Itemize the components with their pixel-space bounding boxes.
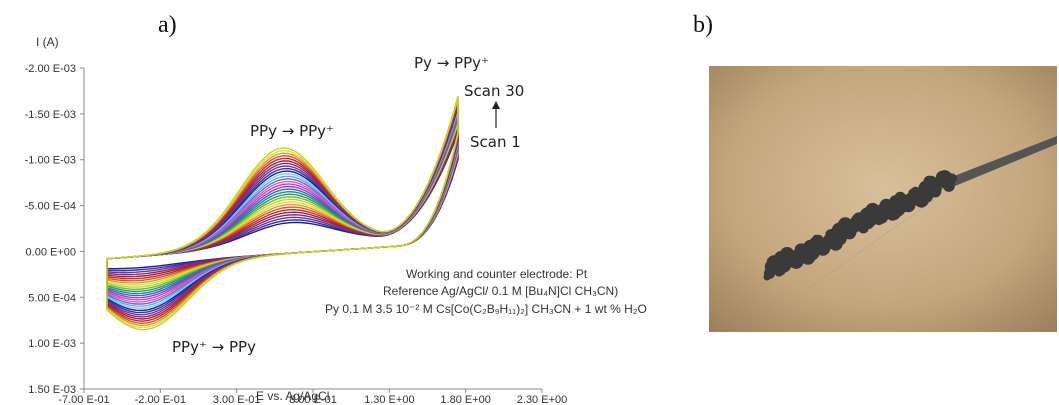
x-tick-label: 2.30 E+00: [517, 394, 567, 405]
scan-curve: [106, 120, 459, 288]
annotation-oxidation-peak: PPy → PPy⁺: [250, 122, 334, 140]
scan-curve: [106, 122, 459, 286]
y-tick-label: 1.50 E-03: [28, 384, 76, 396]
y-tick-label: 5.00 E-04: [28, 292, 76, 304]
annotation-scan-last: Scan 30: [464, 82, 524, 100]
annotation-reduction-peak: PPy⁺ → PPy: [172, 338, 256, 356]
scan-curve: [106, 129, 459, 274]
y-tick-label: 0.00 E+00: [26, 246, 76, 258]
y-tick-label: -5.00 E-04: [25, 201, 76, 213]
polymer-deposit: [763, 170, 957, 281]
electrode-photo: [709, 66, 1057, 332]
x-tick-label: 1.30 E+00: [364, 394, 414, 405]
y-tick-label: -1.50 E-03: [25, 109, 76, 121]
photo-scale-marks: [768, 125, 1040, 317]
chart-ticks: -2.00 E-03 -1.50 E-03 -1.00 E-03 -5.00 E-04…: [25, 63, 568, 405]
x-tick-label: 3.00 E-01: [213, 394, 261, 405]
panel-label-a: a): [158, 12, 177, 38]
scan-curve: [106, 119, 459, 291]
x-tick-label: 1.80 E+00: [440, 394, 490, 405]
x-tick-label: 8.00 E-01: [289, 394, 337, 405]
x-axis-label: E vs. Ag/AgCl: [256, 389, 329, 403]
electrode-wire: [949, 136, 1057, 186]
x-tick-label: -2.00 E-01: [135, 394, 186, 405]
y-tick-label: -2.00 E-03: [25, 63, 76, 75]
annotation-scan-first: Scan 1: [470, 133, 521, 151]
condition-line-2: Reference Ag/AgCl/ 0.1 M [Bu₄N]Cl CH₃CN): [383, 284, 618, 298]
y-tick-label: -1.00 E-03: [25, 155, 76, 167]
x-tick-label: -7.00 E-01: [58, 394, 109, 405]
scan-curve: [106, 95, 459, 331]
panel-label-b: b): [693, 12, 713, 38]
condition-line-3: Py 0.1 M 3.5 10⁻² M Cs[Co(C₂B₉H₁₁)₂] CH₃…: [325, 302, 647, 316]
y-tick-label: 1.00 E-03: [28, 338, 76, 350]
condition-line-1: Working and counter electrode: Pt: [406, 267, 588, 281]
chart-axes: [83, 68, 542, 390]
scan-arrow: [492, 101, 500, 128]
annotation-monomer-oxidation: Py → PPy⁺: [414, 54, 489, 72]
photo-background: [709, 66, 1057, 332]
deposit-blob: [946, 173, 957, 184]
chart-curves: [106, 95, 459, 331]
cyclic-voltammogram-chart: -2.00 E-03 -1.50 E-03 -1.00 E-03 -5.00 E-04…: [25, 35, 647, 405]
y-axis-label: I (A): [36, 35, 59, 49]
